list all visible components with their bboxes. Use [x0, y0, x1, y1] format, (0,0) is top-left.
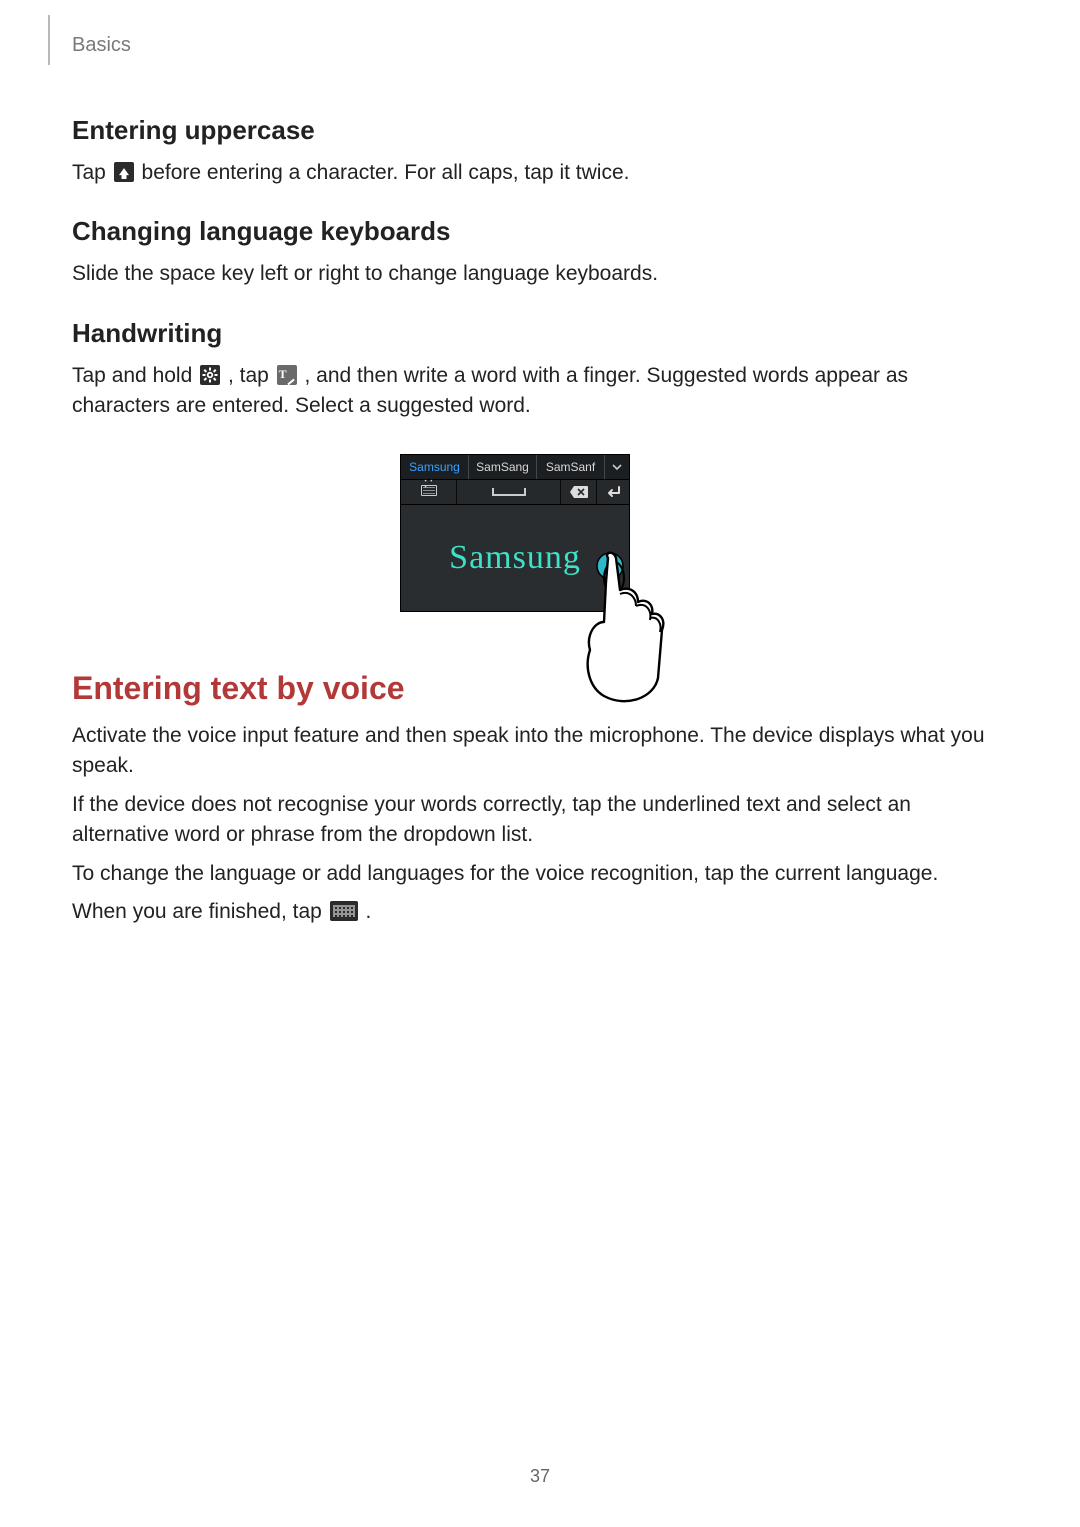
paragraph-uppercase: Tap before entering a character. For all…	[72, 158, 1008, 188]
text: before entering a character. For all cap…	[142, 161, 630, 184]
suggestion-item[interactable]: Samsung	[401, 455, 469, 479]
keyboard-icon	[330, 901, 358, 921]
manual-page: Basics Entering uppercase Tap before ent…	[0, 0, 1080, 1527]
paragraph-voice-4: When you are finished, tap .	[72, 897, 1008, 927]
handwriting-figure: Samsung SamSang SamSanf • • •	[72, 430, 1008, 622]
page-number: 37	[530, 1466, 550, 1487]
paragraph-language: Slide the space key left or right to cha…	[72, 259, 1008, 289]
text: Tap	[72, 161, 112, 184]
suggestion-expand-icon[interactable]	[605, 455, 629, 479]
shift-key-icon	[114, 162, 134, 182]
text: When you are finished, tap	[72, 900, 328, 923]
enter-icon	[604, 485, 622, 499]
page-content: Entering uppercase Tap before entering a…	[72, 35, 1008, 927]
text: Tap and hold	[72, 364, 198, 387]
keyboard-switch-button[interactable]: • • •	[401, 480, 457, 504]
paragraph-voice-3: To change the language or add languages …	[72, 859, 1008, 889]
backspace-icon	[569, 485, 589, 499]
paragraph-handwriting: Tap and hold , tap T , and then write a …	[72, 361, 1008, 422]
heading-handwriting: Handwriting	[72, 318, 1008, 349]
suggestion-item[interactable]: SamSanf	[537, 455, 605, 479]
backspace-key[interactable]	[561, 480, 597, 504]
gear-icon	[200, 365, 220, 385]
header-rule	[48, 15, 50, 65]
header-section-label: Basics	[72, 34, 131, 57]
heading-uppercase: Entering uppercase	[72, 115, 1008, 146]
paragraph-voice-2: If the device does not recognise your wo…	[72, 790, 1008, 851]
suggestion-row: Samsung SamSang SamSanf	[401, 455, 629, 479]
paragraph-voice-1: Activate the voice input feature and the…	[72, 721, 1008, 782]
suggestion-item[interactable]: SamSang	[469, 455, 537, 479]
text: .	[366, 900, 372, 923]
keyboard-mini-icon	[421, 485, 437, 496]
space-key[interactable]	[457, 480, 561, 504]
space-bar-icon	[492, 488, 526, 496]
handwritten-text: Samsung	[449, 539, 581, 577]
handwriting-toolbar: • • •	[401, 479, 629, 505]
pointing-hand-icon	[580, 550, 690, 710]
heading-language: Changing language keyboards	[72, 216, 1008, 247]
heading-voice: Entering text by voice	[72, 670, 1008, 707]
text: , tap	[228, 364, 275, 387]
handwriting-mode-icon: T	[277, 365, 297, 385]
enter-key[interactable]	[597, 480, 629, 504]
